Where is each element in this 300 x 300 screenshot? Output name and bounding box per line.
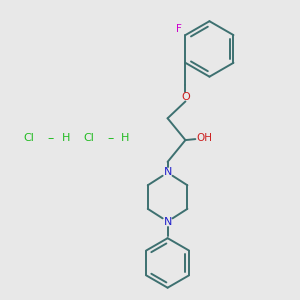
Text: Cl: Cl (24, 133, 34, 143)
Text: –: – (107, 132, 113, 145)
Text: N: N (164, 217, 172, 227)
Text: –: – (48, 132, 54, 145)
Text: N: N (164, 167, 172, 177)
Text: H: H (61, 133, 70, 143)
Text: O: O (181, 92, 190, 101)
Text: F: F (176, 24, 182, 34)
Text: OH: OH (196, 133, 212, 143)
Text: H: H (121, 133, 129, 143)
Text: Cl: Cl (83, 133, 94, 143)
